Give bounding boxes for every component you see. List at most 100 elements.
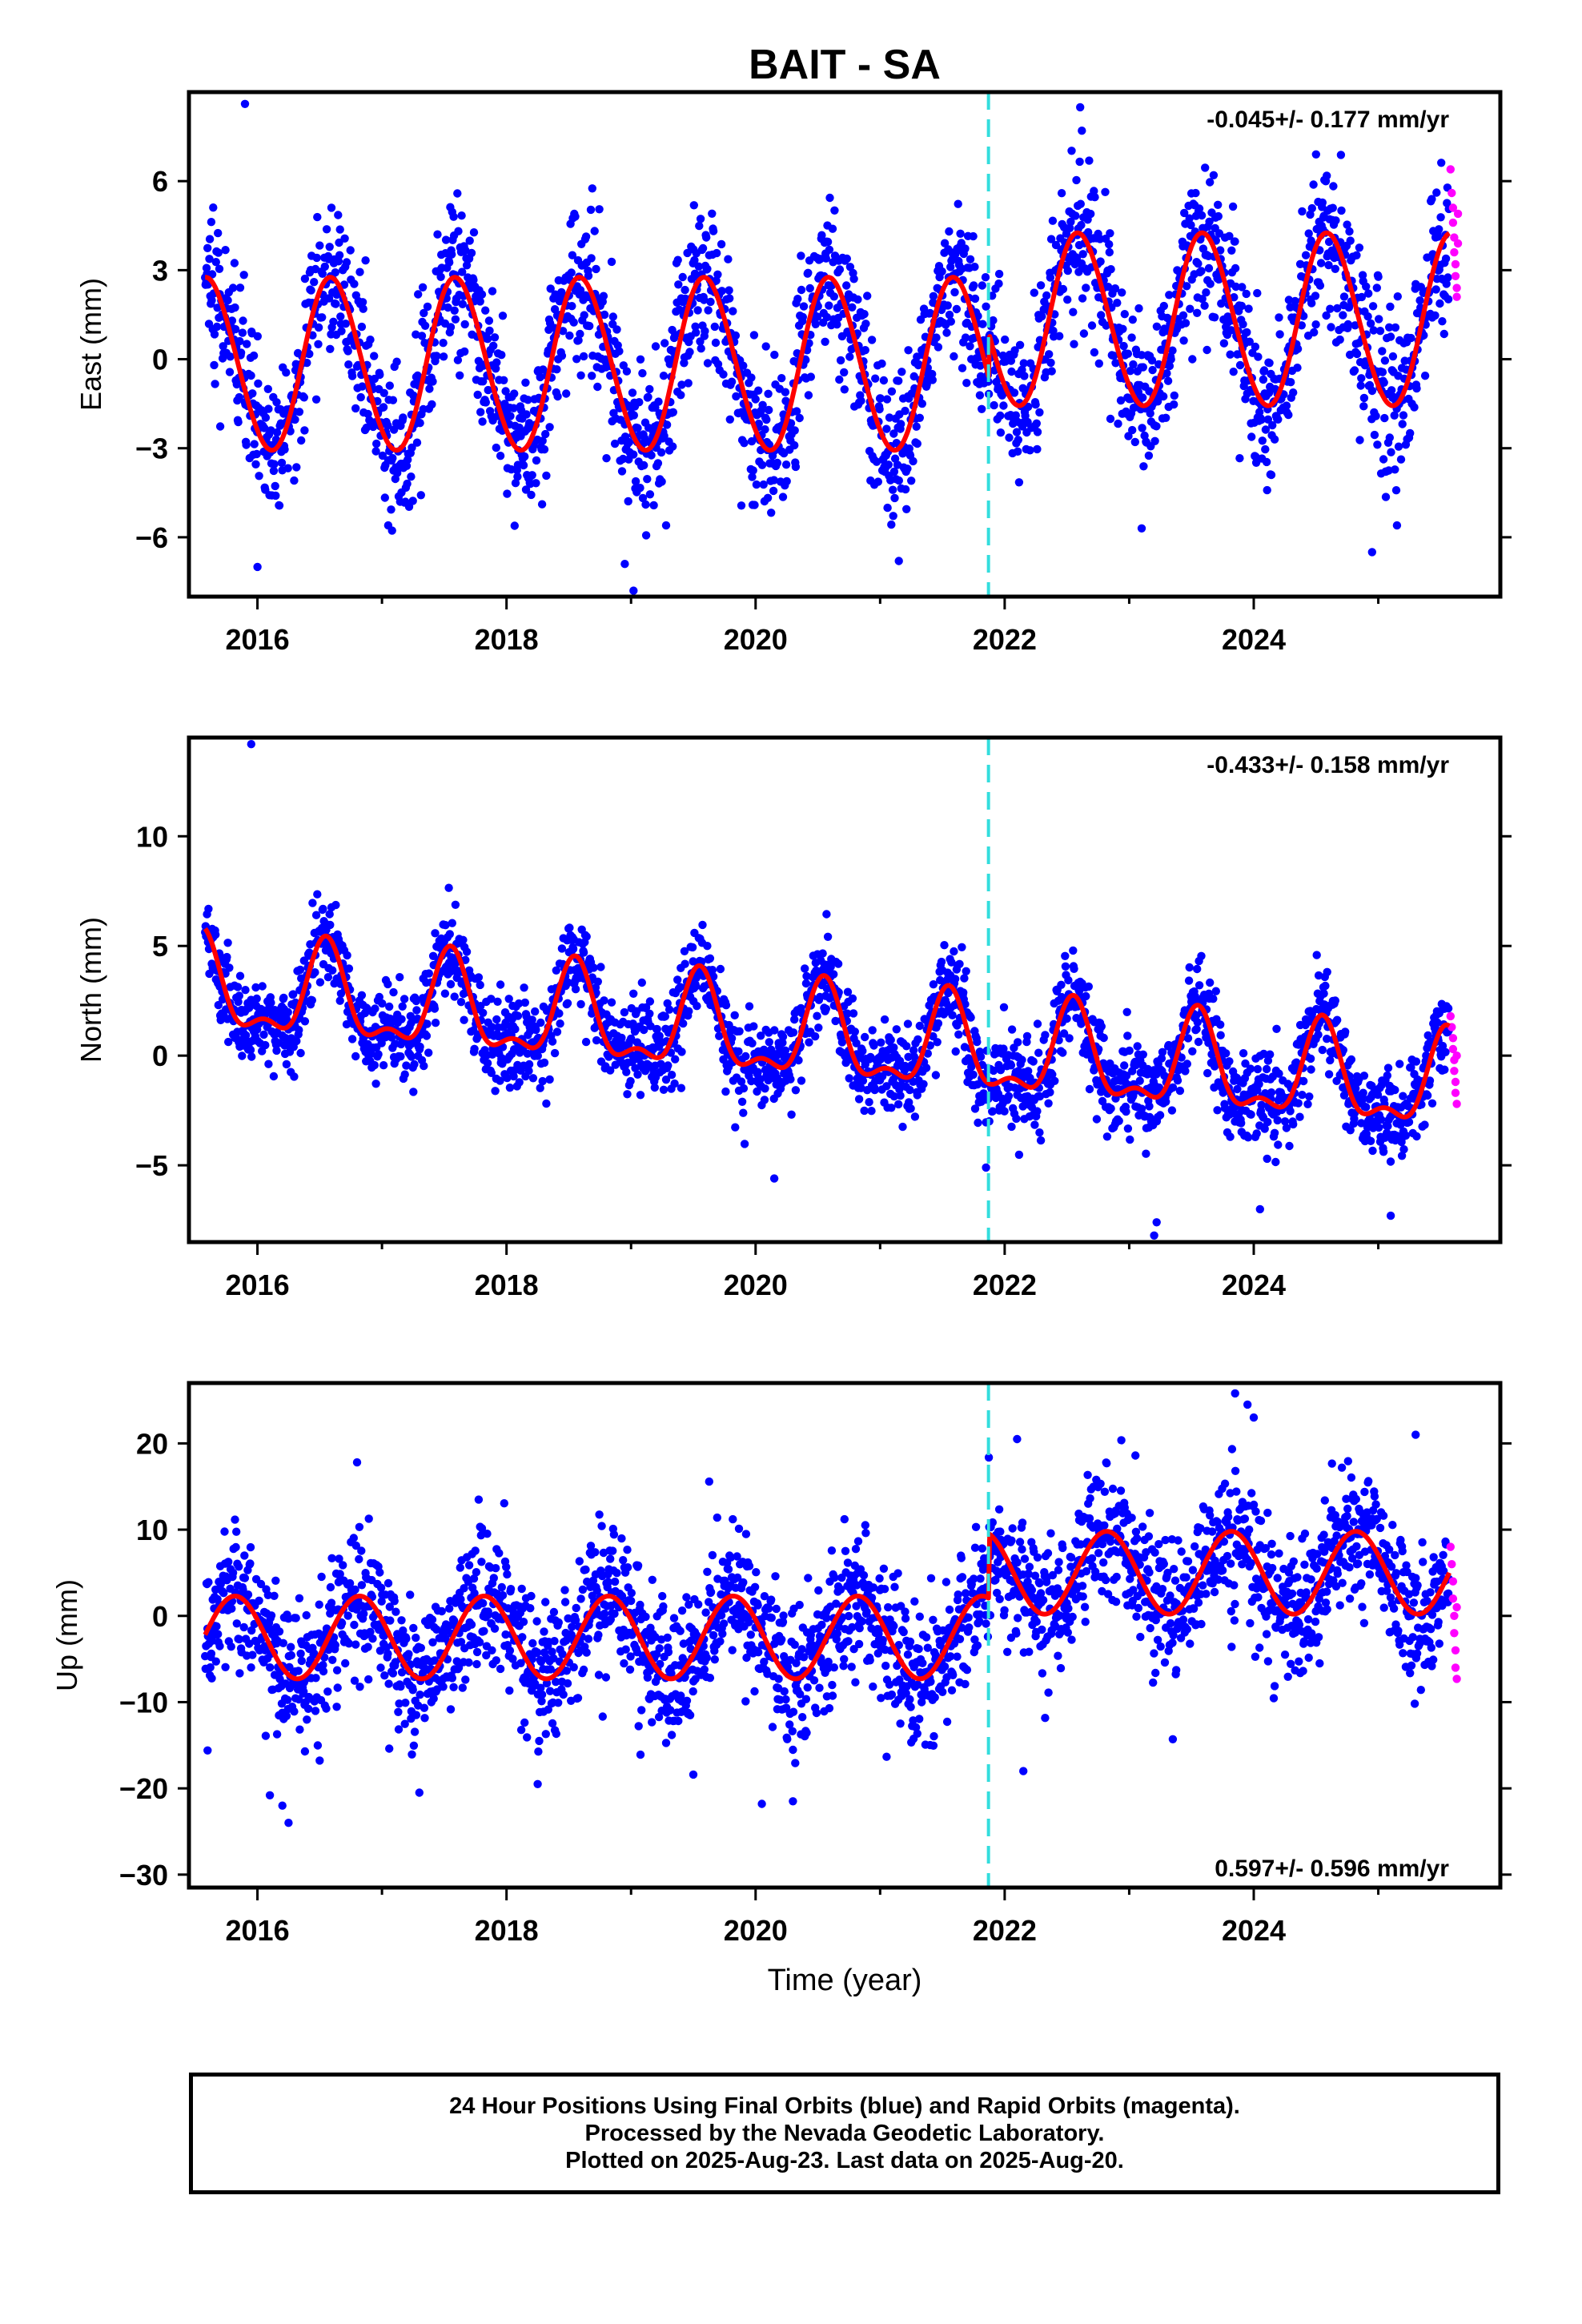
final-orbit-point <box>1145 387 1154 396</box>
final-orbit-point <box>503 489 512 498</box>
final-orbit-point <box>488 287 497 296</box>
final-orbit-point <box>704 306 713 315</box>
final-orbit-point <box>1356 381 1365 390</box>
final-orbit-point <box>1062 1014 1071 1023</box>
final-orbit-point <box>513 472 522 481</box>
final-orbit-point <box>748 472 757 481</box>
final-orbit-point <box>761 1084 769 1093</box>
final-orbit-point <box>665 360 674 368</box>
final-orbit-point <box>804 391 813 400</box>
final-orbit-point <box>536 1018 545 1027</box>
final-orbit-point <box>1328 203 1338 212</box>
final-orbit-point <box>1326 1055 1335 1065</box>
final-orbit-point <box>361 256 370 265</box>
final-orbit-point <box>1324 1070 1334 1079</box>
final-orbit-point <box>954 1030 963 1039</box>
final-orbit-point <box>754 386 763 395</box>
final-orbit-point <box>1222 1049 1231 1058</box>
final-orbit-point <box>813 312 822 321</box>
final-orbit-point <box>524 1059 534 1069</box>
final-orbit-point <box>576 286 585 295</box>
final-orbit-point <box>840 385 849 394</box>
final-orbit-point <box>1406 428 1415 438</box>
final-orbit-point <box>513 1011 523 1020</box>
final-orbit-point <box>708 966 717 975</box>
final-orbit-point <box>552 365 561 374</box>
final-orbit-point <box>947 958 956 967</box>
rapid-orbit-point <box>1451 259 1460 269</box>
final-orbit-point <box>1363 312 1372 321</box>
final-orbit-point <box>456 371 464 380</box>
final-orbit-point <box>700 296 709 304</box>
final-orbit-point <box>467 248 476 258</box>
final-orbit-point <box>1346 236 1355 245</box>
final-orbit-point <box>970 281 978 290</box>
final-orbit-point <box>392 357 401 366</box>
final-orbit-point <box>295 965 305 975</box>
final-orbit-point <box>1048 1070 1057 1080</box>
final-orbit-point <box>326 344 335 353</box>
final-orbit-point <box>761 342 770 351</box>
final-orbit-point <box>252 994 261 1003</box>
final-orbit-point <box>1034 1048 1043 1057</box>
final-orbit-point <box>655 1031 664 1040</box>
final-orbit-point <box>430 1004 440 1013</box>
final-orbit-point <box>343 347 352 356</box>
final-orbit-point <box>1284 296 1294 304</box>
final-orbit-point <box>656 448 666 457</box>
final-orbit-point <box>641 500 650 509</box>
final-orbit-point <box>681 959 689 968</box>
final-orbit-point <box>907 476 916 485</box>
chart-title: BAIT - SA <box>749 42 941 88</box>
final-orbit-point <box>458 300 467 308</box>
final-orbit-point <box>1159 301 1169 311</box>
final-orbit-point <box>735 1027 744 1036</box>
final-orbit-point <box>1226 350 1235 359</box>
final-orbit-point <box>664 1061 673 1070</box>
final-orbit-point <box>725 415 734 424</box>
final-orbit-point <box>557 944 567 953</box>
final-orbit-point <box>1309 180 1318 189</box>
final-orbit-point <box>970 1104 980 1113</box>
final-orbit-point <box>359 304 367 313</box>
final-orbit-point <box>454 227 463 235</box>
final-orbit-point <box>631 1063 640 1073</box>
final-orbit-point <box>444 303 452 312</box>
final-orbit-point <box>901 485 910 494</box>
final-orbit-point <box>1368 1146 1377 1156</box>
final-orbit-point <box>491 1087 500 1096</box>
final-orbit-point <box>1045 350 1054 359</box>
final-orbit-point <box>894 376 903 385</box>
final-orbit-point <box>877 1072 887 1081</box>
final-orbit-point <box>391 1039 400 1048</box>
final-orbit-point <box>1185 214 1194 223</box>
x-tick-label: 2018 <box>475 623 539 656</box>
final-orbit-point <box>1219 339 1229 348</box>
final-orbit-point <box>1312 951 1321 959</box>
final-orbit-point <box>289 990 298 999</box>
final-orbit-point <box>579 352 588 361</box>
final-orbit-point <box>974 312 982 320</box>
final-orbit-point <box>488 1023 496 1031</box>
final-orbit-point <box>692 328 701 337</box>
final-orbit-point <box>402 461 412 470</box>
final-orbit-point <box>1266 1050 1275 1059</box>
final-orbit-point <box>532 456 541 465</box>
final-orbit-point <box>1393 292 1403 301</box>
final-orbit-point <box>956 229 965 238</box>
final-orbit-point <box>662 420 672 429</box>
final-orbit-point <box>1030 288 1039 297</box>
final-orbit-point <box>1243 1133 1253 1142</box>
final-orbit-point <box>564 978 572 987</box>
final-orbit-point <box>1375 327 1385 336</box>
final-orbit-point <box>1014 1150 1024 1160</box>
final-orbit-point <box>769 486 778 496</box>
final-orbit-point <box>661 1076 671 1084</box>
final-orbit-point <box>1144 451 1154 460</box>
final-orbit-point <box>584 271 593 280</box>
final-orbit-point <box>1170 391 1179 400</box>
final-orbit-point <box>476 980 484 990</box>
final-orbit-point <box>989 1066 998 1076</box>
final-orbit-point <box>661 1012 669 1021</box>
